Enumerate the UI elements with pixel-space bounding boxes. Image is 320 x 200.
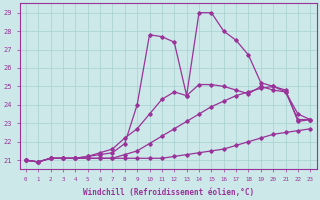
X-axis label: Windchill (Refroidissement éolien,°C): Windchill (Refroidissement éolien,°C) — [83, 188, 254, 197]
